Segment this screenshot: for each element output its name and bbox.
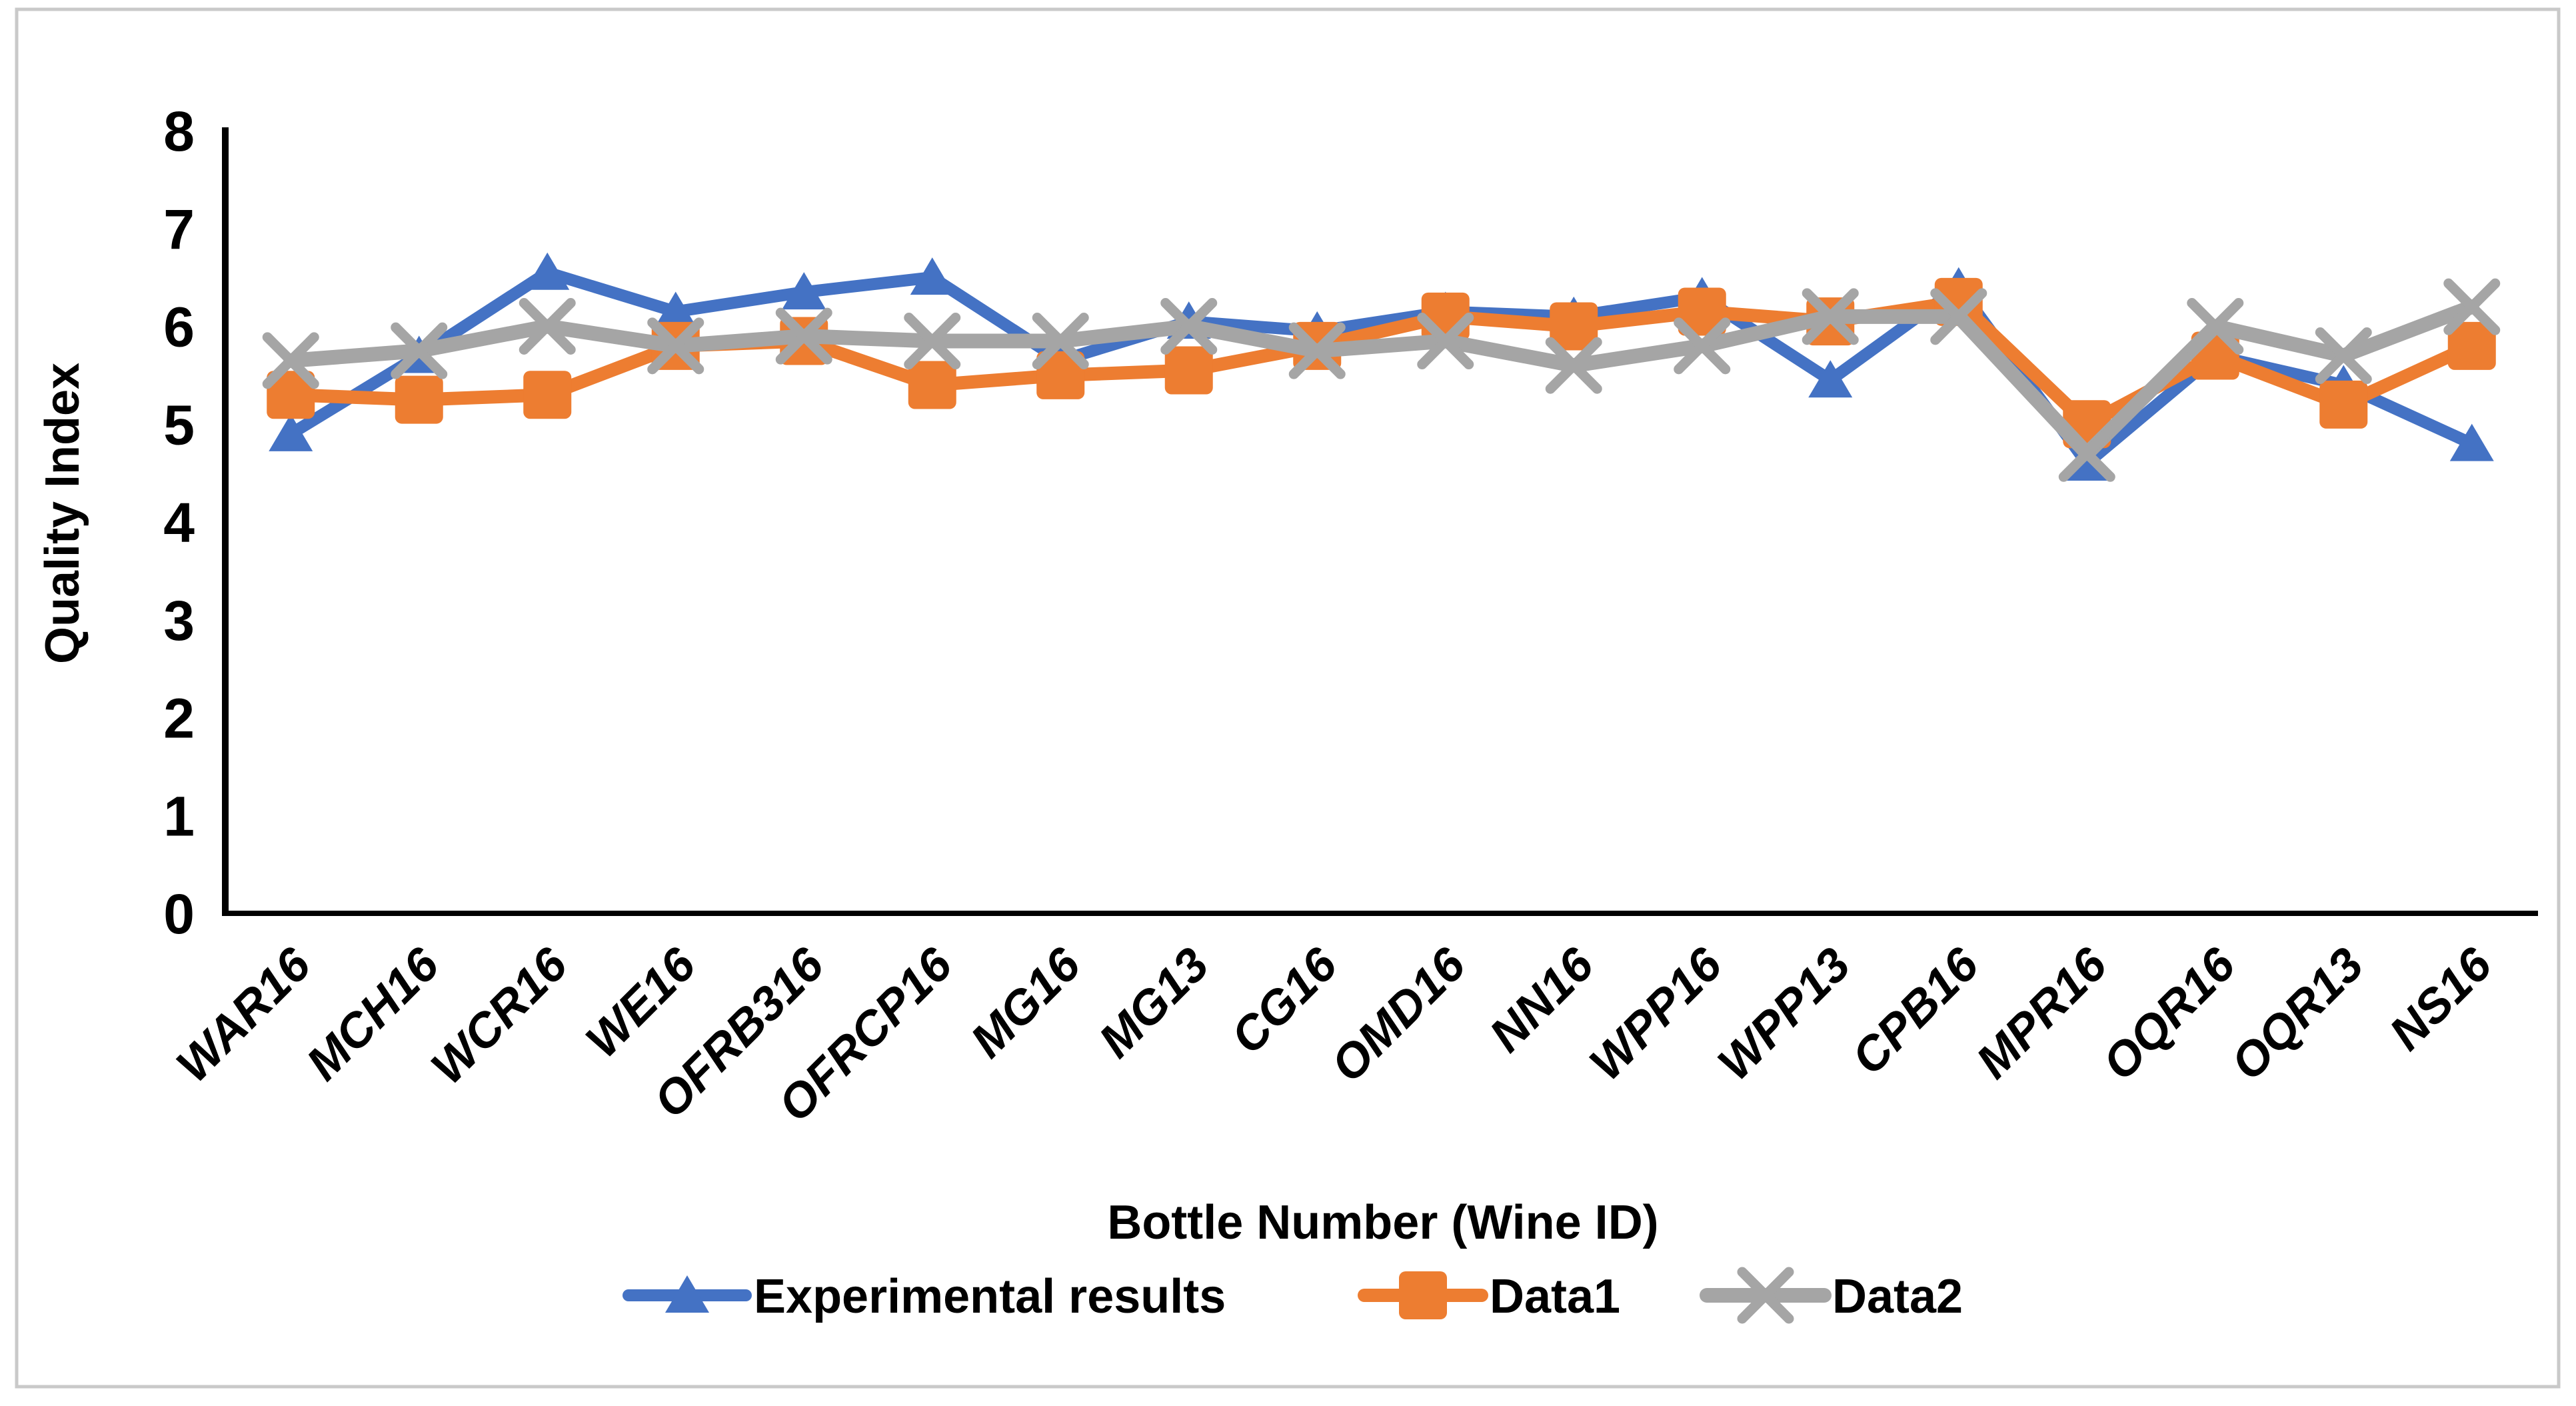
y-tick-label: 2 [163, 687, 195, 750]
y-tick-label: 7 [163, 198, 195, 261]
x-category-label: NS16 [2379, 937, 2503, 1061]
series-data2 [262, 278, 2501, 482]
marker-x [1160, 298, 1218, 355]
marker-square [1678, 287, 1726, 336]
marker-x [519, 298, 576, 355]
marker-x [904, 313, 961, 370]
legend-label: Data2 [1832, 1270, 1963, 1323]
y-tick-label: 8 [163, 100, 195, 163]
marker-triangle [525, 252, 570, 290]
marker-x [2187, 298, 2244, 355]
y-tick-label: 1 [163, 785, 195, 847]
marker-square [1399, 1271, 1447, 1319]
x-category-label: WAR16 [167, 937, 322, 1093]
x-axis-title: Bottle Number (Wine ID) [1107, 1196, 1658, 1249]
marker-triangle [782, 272, 826, 310]
y-tick-label: 3 [163, 589, 195, 652]
x-category-label: MPR16 [1966, 937, 2117, 1089]
x-category-label: NN16 [1480, 937, 1604, 1062]
marker-x [1545, 337, 1602, 394]
series-plot-area [262, 252, 2501, 482]
x-category-label: OMD16 [1321, 937, 1476, 1093]
marker-x [647, 317, 704, 375]
marker-square [523, 371, 572, 419]
legend-label: Data1 [1490, 1270, 1620, 1323]
marker-x [1288, 322, 1346, 379]
legend-item-data1: Data1 [1358, 1270, 1620, 1323]
y-tick-label: 5 [163, 393, 195, 456]
marker-x [2058, 425, 2115, 482]
marker-square [1164, 346, 1213, 395]
marker-square [1421, 292, 1470, 341]
marker-x [1417, 313, 1474, 370]
marker-x [2315, 327, 2372, 385]
y-tick-label: 6 [163, 296, 195, 359]
marker-x [2443, 278, 2501, 335]
marker-triangle [665, 1275, 709, 1313]
y-axis-title: Quality Index [36, 363, 89, 664]
marker-square [908, 361, 956, 409]
marker-x [262, 332, 319, 389]
legend-item-experimental-results: Experimental results [623, 1270, 1226, 1323]
marker-x [391, 322, 448, 379]
marker-square [267, 371, 315, 419]
marker-square [1550, 302, 1598, 351]
x-axis-category-labels: WAR16MCH16WCR16WE16OFRB316OFRCP16MG16MG1… [167, 937, 2503, 1132]
x-category-label: MCH16 [297, 937, 450, 1091]
marker-triangle [653, 291, 698, 329]
x-category-label: MG16 [960, 937, 1091, 1068]
marker-square [2447, 321, 2496, 370]
x-category-label: MG13 [1089, 938, 1219, 1068]
marker-x [775, 307, 832, 365]
series-experimental-results [269, 252, 2494, 481]
marker-square [1036, 351, 1085, 399]
y-tick-label: 0 [163, 883, 195, 945]
marker-triangle [269, 413, 313, 451]
marker-square [2319, 380, 2368, 429]
x-category-label: WCR16 [421, 937, 578, 1094]
marker-triangle [2449, 423, 2494, 461]
marker-square [395, 375, 443, 424]
marker-x [1737, 1267, 1794, 1324]
x-category-label: OQR16 [2093, 937, 2246, 1091]
x-category-label: OQR13 [2221, 938, 2373, 1091]
x-category-label: CPB16 [1842, 937, 1989, 1085]
x-category-label: CG16 [1221, 937, 1348, 1064]
marker-x [1032, 313, 1089, 370]
y-axis-tick-labels: 0 1 2 3 4 5 6 7 8 [163, 100, 195, 945]
y-tick-label: 4 [163, 491, 195, 554]
marker-x [1802, 288, 1859, 345]
legend-item-data2: Data2 [1700, 1267, 1963, 1324]
legend: Experimental results Data1 Data2 [623, 1267, 1963, 1324]
x-category-label: WPP13 [1708, 938, 1860, 1091]
marker-triangle [1808, 360, 1853, 398]
x-category-label: WPP16 [1580, 937, 1733, 1091]
marker-triangle [910, 257, 954, 295]
marker-x [1930, 288, 1987, 345]
series-data1 [267, 277, 2496, 449]
figure-border [15, 7, 2561, 1389]
legend-label: Experimental results [754, 1270, 1226, 1323]
marker-x [1674, 317, 1731, 375]
